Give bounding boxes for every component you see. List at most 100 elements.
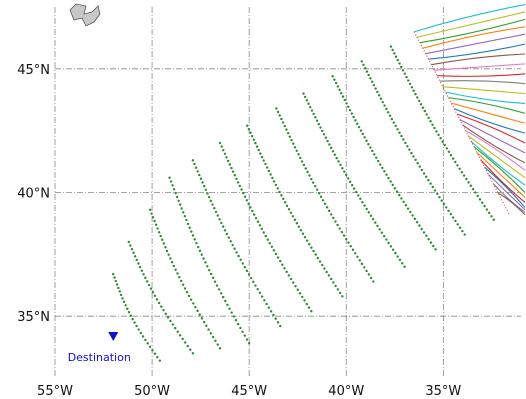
track-dot [310, 109, 314, 112]
track-dot [326, 139, 329, 143]
lon-tick-label: 55°W [37, 384, 73, 399]
track-dot [410, 86, 414, 89]
track-dot [226, 159, 230, 163]
track-dot [345, 102, 348, 105]
track-dot [402, 138, 405, 141]
track-dot [369, 77, 372, 80]
track-dot [334, 284, 337, 288]
track-dot [232, 315, 236, 318]
track-dot [204, 188, 208, 192]
track-dot [160, 305, 163, 308]
track-dot [356, 122, 359, 125]
track-dot [121, 297, 124, 300]
track-dot [122, 300, 126, 304]
track-dot [118, 290, 121, 293]
track-dot [460, 170, 464, 174]
track-dot [186, 222, 190, 226]
track-dot [402, 200, 405, 204]
trajectory-line [422, 26, 526, 49]
track-dot [429, 182, 432, 185]
track-dot [278, 114, 281, 117]
track-dot [188, 226, 191, 229]
track-dot [224, 299, 227, 303]
track-dot [200, 253, 203, 256]
track-dot [247, 128, 251, 131]
track-dot [319, 195, 323, 198]
track-dot [349, 245, 352, 248]
track-dot [166, 316, 170, 319]
track-dot [167, 253, 170, 256]
track-dot [249, 206, 252, 209]
track-dot [394, 124, 397, 128]
track-dot [300, 160, 304, 163]
track-dot [243, 195, 247, 198]
track-dot [316, 256, 320, 260]
track-dot [220, 221, 223, 225]
track-dot [387, 176, 390, 180]
lat-tick-label: 45°N [17, 63, 50, 78]
track-dot [186, 344, 189, 348]
track-dot [169, 319, 172, 323]
track-dot [252, 280, 255, 284]
track-dot [276, 187, 279, 190]
track-dot [347, 241, 350, 244]
track-dot [301, 295, 304, 299]
track-dot [401, 262, 404, 265]
track-dot [463, 233, 466, 236]
track-dot [395, 190, 399, 193]
track-dot [414, 92, 417, 96]
track-dot [271, 176, 274, 180]
track-dot [400, 134, 403, 138]
track-dot [492, 218, 496, 221]
track-dot [241, 262, 244, 265]
dotted-track [218, 141, 313, 313]
track-dot [211, 335, 215, 339]
track-dot [191, 352, 195, 355]
track-dot [194, 305, 197, 309]
track-dot [309, 105, 312, 109]
track-dot [262, 159, 265, 162]
track-dot [278, 190, 281, 194]
track-dot [388, 114, 392, 117]
track-dot [358, 259, 361, 262]
track-dot [206, 265, 209, 268]
track-dot [389, 45, 393, 48]
trajectory-line [456, 113, 526, 144]
track-dot [433, 126, 436, 130]
track-dot [380, 231, 384, 234]
track-dot [421, 106, 425, 109]
track-dot [135, 258, 138, 262]
track-dot [272, 249, 276, 252]
track-dot [351, 248, 355, 251]
track-dot [196, 245, 200, 249]
track-dot [382, 234, 386, 238]
track-dot [454, 219, 457, 223]
trajectory-line [488, 174, 526, 211]
track-dot [391, 248, 395, 251]
track-dot [331, 75, 334, 78]
track-dot [299, 156, 302, 160]
track-dot [183, 287, 187, 290]
track-dot [294, 284, 297, 288]
track-dot [369, 146, 372, 149]
track-dot [350, 184, 354, 187]
track-dot [355, 190, 358, 194]
track-dot [293, 146, 297, 149]
track-dot [156, 356, 159, 359]
track-dot [333, 153, 337, 156]
track-dot [396, 255, 399, 258]
track-dot [412, 89, 415, 92]
track-dot [370, 80, 374, 83]
track-dot [256, 288, 259, 291]
track-dot [265, 166, 269, 169]
track-dot [241, 330, 244, 334]
track-dot [321, 129, 324, 133]
track-dot [162, 308, 165, 312]
track-dot [381, 100, 384, 104]
track-dot [218, 141, 222, 145]
track-dot [192, 302, 195, 305]
track-dot [348, 180, 352, 184]
track-dot [356, 255, 359, 259]
track-dot [199, 177, 203, 180]
